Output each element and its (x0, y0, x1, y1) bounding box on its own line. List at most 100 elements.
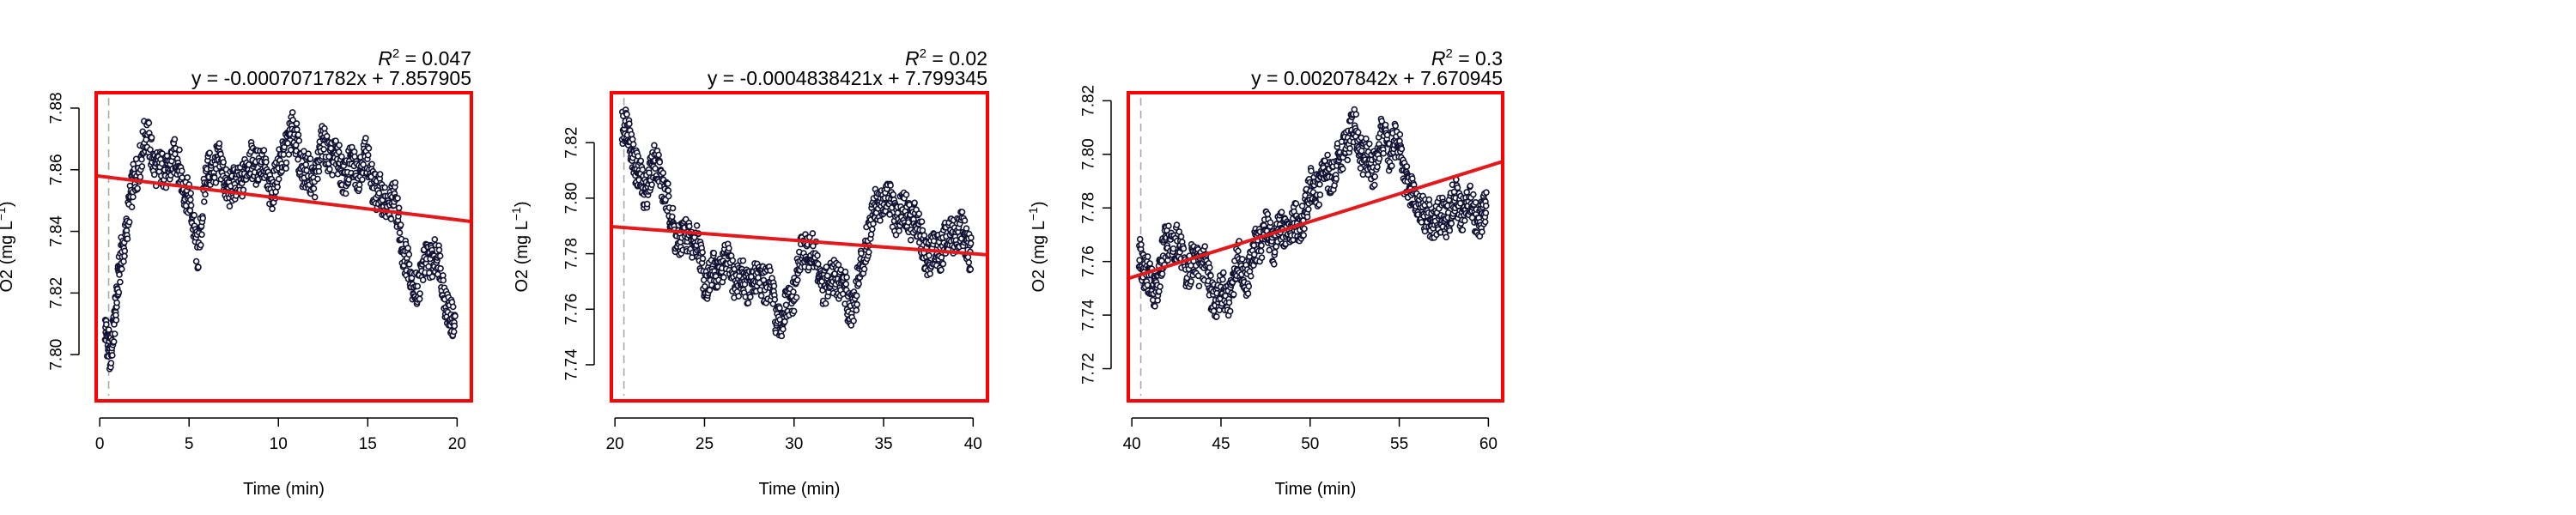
data-point (1207, 272, 1214, 280)
data-point (359, 176, 366, 183)
data-point (137, 173, 144, 180)
y-tick-label: 7.78 (1080, 192, 1098, 224)
data-point (1300, 232, 1307, 239)
regression-equation: y = -0.0007071782x + 7.857905 (191, 67, 471, 89)
data-point (1456, 200, 1464, 207)
data-point (145, 119, 153, 127)
data-point (814, 260, 822, 268)
data-point (780, 325, 787, 333)
data-point (1482, 203, 1490, 209)
data-point (853, 292, 860, 300)
y-tick-label: 7.78 (563, 238, 581, 270)
data-point (365, 145, 373, 152)
data-point (138, 155, 145, 163)
y-axis-title-superscript: −1 (1026, 207, 1040, 221)
data-point (199, 215, 206, 222)
y-axis-title-text: O2 (mg L (513, 221, 532, 292)
data-point (744, 300, 752, 306)
data-point (639, 166, 647, 173)
data-point (629, 141, 637, 148)
regression-line (95, 173, 472, 224)
data-point (927, 270, 933, 277)
data-point (835, 261, 842, 269)
data-point (134, 185, 141, 192)
data-point (449, 303, 457, 311)
data-point (396, 229, 404, 237)
data-point (283, 159, 290, 167)
x-axis-title: Time (min) (1275, 480, 1357, 499)
data-point (1257, 247, 1265, 255)
data-point (404, 245, 411, 251)
data-point (109, 352, 116, 359)
data-point (147, 146, 154, 154)
data-point (128, 203, 136, 210)
y-tick-label: 7.88 (48, 92, 66, 124)
data-point (911, 199, 918, 207)
x-tick-label: 60 (1479, 435, 1498, 453)
regression-equation: y = 0.00207842x + 7.670945 (1251, 67, 1503, 89)
data-point (1213, 313, 1220, 320)
r-squared-label: R2 = 0.02 (905, 46, 987, 70)
x-axis: 40 45 50 55 60 Time (min) (1123, 417, 1498, 499)
data-point (853, 306, 860, 314)
data-point (778, 332, 786, 340)
data-point (295, 137, 303, 144)
data-point (1230, 291, 1237, 298)
data-point (771, 296, 779, 303)
data-point (968, 234, 975, 241)
regression-line (611, 225, 988, 257)
data-point (435, 246, 443, 254)
r-squared-value: = 0.047 (399, 47, 471, 70)
data-point (314, 175, 321, 183)
data-point (283, 165, 289, 172)
x-tick-label: 35 (874, 435, 892, 453)
data-point (198, 231, 205, 239)
data-point (405, 261, 413, 268)
data-point (295, 155, 301, 163)
data-point (770, 282, 778, 290)
data-point (1396, 130, 1404, 138)
r-squared-value: = 0.02 (927, 47, 987, 70)
data-point (699, 255, 707, 263)
data-point (206, 149, 213, 156)
data-point (307, 155, 314, 162)
data-point (1448, 220, 1455, 227)
data-point (1321, 157, 1328, 165)
x-tick-label: 30 (785, 435, 803, 453)
r-squared-superscript: 2 (920, 46, 927, 61)
data-point (148, 134, 155, 142)
data-point (896, 227, 902, 234)
y-tick-label: 7.80 (48, 339, 66, 371)
data-point (793, 294, 800, 301)
r-squared-label: R2 = 0.3 (1431, 46, 1503, 70)
data-point (1292, 200, 1300, 207)
data-point (964, 253, 972, 261)
data-point (1425, 201, 1433, 209)
data-point (1366, 140, 1373, 148)
data-point (294, 126, 301, 133)
data-point (240, 186, 247, 194)
y-axis-title-tail: ) (513, 202, 532, 208)
x-axis-title: Time (min) (759, 480, 841, 499)
data-point (915, 210, 923, 217)
data-point (958, 209, 966, 215)
data-point (201, 198, 208, 205)
data-point (1136, 235, 1144, 243)
data-point (1220, 269, 1227, 276)
data-point (1219, 276, 1226, 283)
data-point (176, 146, 183, 154)
data-point (1245, 282, 1253, 290)
data-point (1371, 173, 1378, 180)
data-point (1461, 217, 1468, 224)
data-point (1136, 257, 1143, 264)
data-point (1271, 248, 1279, 256)
y-axis-title-tail: ) (1030, 202, 1048, 208)
data-point (629, 136, 636, 143)
data-point (117, 278, 124, 286)
y-axis: 7.72 7.74 7.76 7.78 7.80 7.82 O2 (mg L−1) (1026, 85, 1112, 385)
data-point (1463, 189, 1470, 196)
data-point (746, 294, 754, 300)
data-point (360, 161, 367, 168)
data-point (107, 360, 115, 367)
data-point (635, 153, 641, 160)
